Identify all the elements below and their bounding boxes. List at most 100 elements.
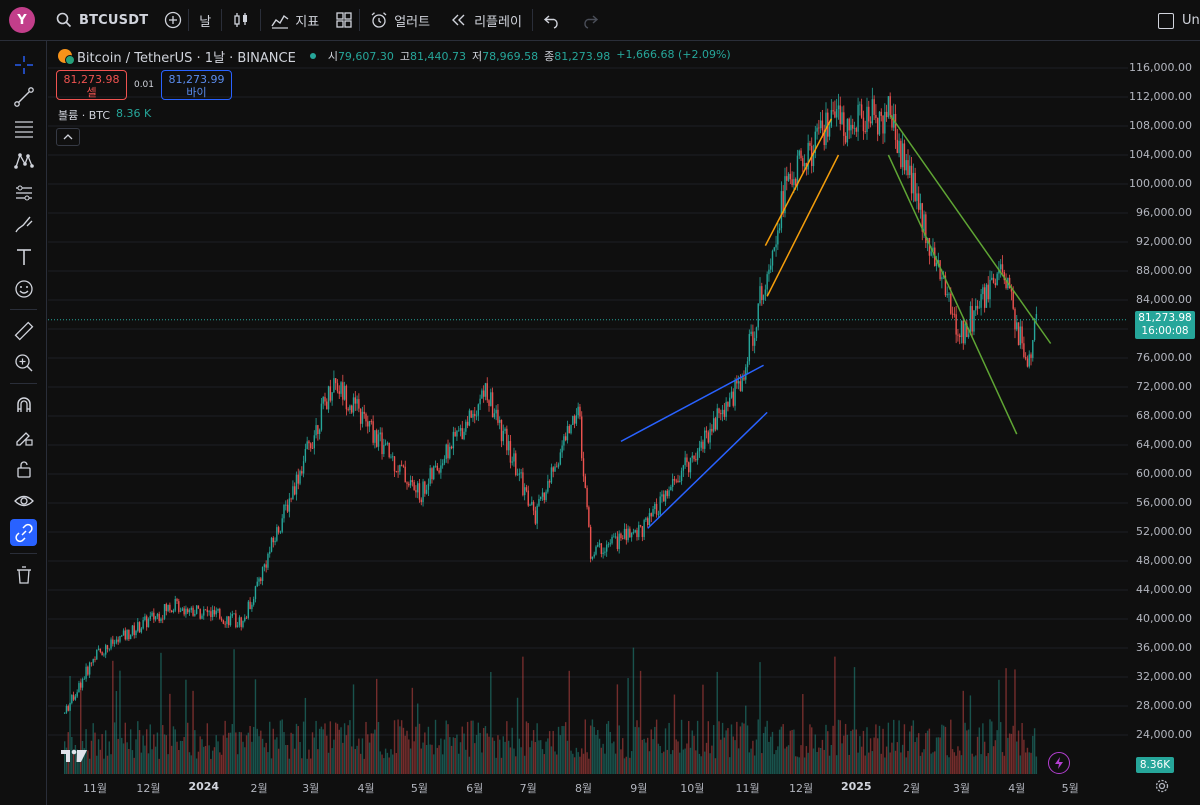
volume-bar bbox=[632, 647, 635, 774]
legend-title[interactable]: Bitcoin / TetherUS · 1날 · BINANCE bbox=[77, 50, 296, 66]
auto-scale-button[interactable] bbox=[1048, 752, 1070, 774]
horizontal-lines-icon bbox=[14, 120, 33, 138]
candle-body bbox=[798, 150, 800, 156]
candle-body bbox=[247, 601, 250, 618]
volume-bar bbox=[399, 726, 401, 774]
candle-body bbox=[579, 406, 581, 417]
layouts-button[interactable] bbox=[329, 0, 359, 41]
volume-bar bbox=[156, 732, 159, 774]
volume-bar bbox=[966, 730, 968, 774]
forecast-tool[interactable] bbox=[10, 179, 37, 206]
candle-body bbox=[898, 140, 900, 153]
sell-button[interactable]: 81,273.98 셀 bbox=[56, 70, 127, 100]
candle-body bbox=[852, 124, 854, 129]
last-price-tag: 81,273.98 16:00:08 bbox=[1135, 311, 1195, 339]
alert-button[interactable]: 얼러트 bbox=[360, 0, 440, 41]
candle-body bbox=[388, 442, 390, 458]
emoji-tool[interactable] bbox=[10, 275, 37, 302]
candle-body bbox=[673, 478, 676, 481]
volume-bar bbox=[151, 749, 153, 774]
candle-body bbox=[693, 455, 695, 460]
candle-body bbox=[983, 287, 986, 308]
layout-name[interactable]: Unnamed bbox=[1182, 13, 1200, 28]
volume-bar bbox=[434, 719, 437, 774]
crosshair-tool[interactable] bbox=[10, 51, 37, 78]
candle-body bbox=[301, 471, 303, 474]
candle-body bbox=[126, 629, 128, 640]
pattern-tool[interactable] bbox=[10, 147, 37, 174]
candle-body bbox=[962, 320, 964, 344]
replay-button[interactable]: 리플레이 bbox=[440, 0, 532, 41]
zoom-tool[interactable] bbox=[10, 349, 37, 376]
candle-body bbox=[620, 533, 622, 539]
time-axis[interactable]: 11월 12월 2024 2월 3월 4월 5월 6월 7월 8월 9월 10월 11월 12월 2025 2… bbox=[48, 774, 1128, 805]
trend-line-icon bbox=[13, 86, 34, 107]
collapse-legend-button[interactable] bbox=[56, 128, 80, 146]
volume-bar bbox=[354, 749, 357, 774]
chart-type-button[interactable] bbox=[222, 0, 260, 41]
stay-drawing-tool[interactable] bbox=[10, 423, 37, 450]
tradingview-logo[interactable] bbox=[60, 748, 88, 767]
hide-drawings-tool[interactable] bbox=[10, 487, 37, 514]
candle-body bbox=[780, 191, 783, 229]
buy-price: 81,273.99 bbox=[168, 73, 225, 86]
redo-button[interactable] bbox=[571, 0, 609, 41]
candle-body bbox=[459, 428, 462, 431]
interval-button[interactable]: 날 bbox=[189, 0, 221, 41]
sync-drawings-tool[interactable] bbox=[10, 519, 37, 546]
volume-bar bbox=[293, 748, 296, 774]
volume-bar bbox=[782, 724, 784, 774]
lock-drawings-tool[interactable] bbox=[10, 455, 37, 482]
user-avatar[interactable]: Y bbox=[9, 7, 35, 33]
candle-body bbox=[349, 405, 351, 411]
trend-line-tool[interactable] bbox=[10, 83, 37, 110]
chart-pane[interactable] bbox=[48, 41, 1200, 805]
candle-body bbox=[548, 481, 551, 483]
volume-bar bbox=[609, 731, 611, 774]
volume-bar bbox=[299, 741, 301, 774]
volume-bar bbox=[108, 741, 110, 774]
buy-button[interactable]: 81,273.99 바이 bbox=[161, 70, 232, 100]
candlestick-chart[interactable] bbox=[48, 41, 1200, 805]
fullscreen-square-icon[interactable] bbox=[1158, 12, 1174, 29]
candle-body bbox=[418, 483, 421, 500]
compare-button[interactable] bbox=[158, 0, 188, 41]
undo-button[interactable] bbox=[533, 0, 571, 41]
brush-tool[interactable] bbox=[10, 211, 37, 238]
candle-body bbox=[864, 131, 866, 132]
time-tick-label: 4월 bbox=[357, 782, 375, 795]
time-tick-label: 9월 bbox=[630, 782, 648, 795]
volume-bar bbox=[932, 752, 934, 774]
volume-bar bbox=[224, 720, 226, 774]
measure-tool[interactable] bbox=[10, 317, 37, 344]
volume-bar bbox=[372, 733, 374, 774]
candle-body bbox=[261, 566, 264, 582]
remove-drawings-tool[interactable] bbox=[10, 561, 37, 588]
candle-body bbox=[76, 692, 78, 697]
volume-bar bbox=[304, 697, 307, 774]
candle-body bbox=[267, 553, 269, 568]
volume-bar bbox=[700, 756, 702, 774]
price-tick-label: 52,000.00 bbox=[1136, 525, 1192, 538]
volume-bar bbox=[777, 746, 779, 774]
indicators-button[interactable]: 지표 bbox=[261, 0, 329, 41]
candle-body bbox=[472, 413, 474, 418]
volume-bar bbox=[370, 733, 373, 774]
candle-body bbox=[129, 634, 132, 640]
candle-body bbox=[675, 480, 677, 482]
volume-bar bbox=[739, 726, 742, 774]
candle-body bbox=[295, 474, 298, 495]
text-tool[interactable] bbox=[10, 243, 37, 270]
sell-label: 셀 bbox=[86, 86, 97, 99]
candle-body bbox=[887, 96, 890, 118]
symbol-search[interactable]: BTCUSDT bbox=[45, 0, 158, 41]
volume-bar bbox=[868, 752, 870, 774]
volume-bar bbox=[953, 752, 956, 774]
candle-body bbox=[425, 489, 428, 494]
fib-tool[interactable] bbox=[10, 115, 37, 142]
volume-bar bbox=[941, 724, 943, 774]
chart-settings-button[interactable] bbox=[1154, 778, 1170, 797]
magnet-tool[interactable] bbox=[10, 391, 37, 418]
candle-body bbox=[254, 586, 257, 599]
volume-bar bbox=[146, 729, 148, 774]
